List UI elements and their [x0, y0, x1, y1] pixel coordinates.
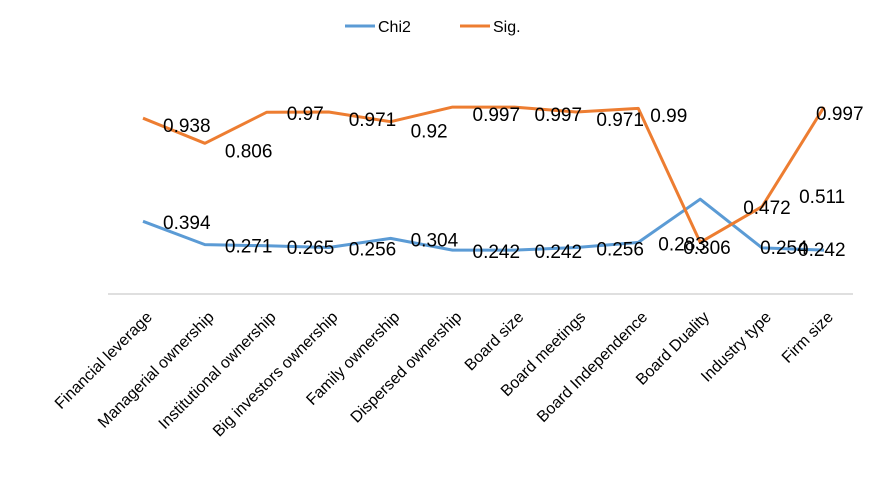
- legend-label-0: Chi2: [378, 19, 411, 36]
- x-tick-label-2: Institutional ownership: [156, 309, 280, 433]
- data-label-chi2-4: 0.304: [411, 230, 459, 251]
- data-label-chi2-3: 0.256: [349, 240, 397, 261]
- data-label-sig-7: 0.971: [596, 110, 644, 131]
- data-label-sig-8: 0.99: [650, 106, 687, 127]
- series-layer: [142, 105, 826, 252]
- series-line-chi2: [142, 197, 825, 252]
- data-label-chi2-11: 0.242: [798, 240, 846, 261]
- data-label-sig-11: 0.997: [816, 104, 864, 125]
- data-labels: 0.394 0.271 0.265 0.256 0.304 0.242 0.242 0.256…: [163, 104, 864, 263]
- data-label-sig-5: 0.997: [473, 105, 521, 126]
- x-tick-label-3: Big investors ownership: [210, 309, 342, 441]
- data-label-chi2-5: 0.242: [473, 242, 521, 263]
- data-label-sig-0: 0.938: [163, 116, 211, 137]
- data-label-chi2-1: 0.271: [225, 237, 273, 258]
- legend: Chi2 Sig.: [345, 19, 521, 36]
- data-label-chi2-0: 0.394: [163, 213, 211, 234]
- x-tick-label-6: Board size: [462, 309, 528, 375]
- data-label-chi2-8: 0.283: [658, 234, 706, 255]
- data-label-chi2-2: 0.265: [287, 238, 335, 259]
- legend-label-1: Sig.: [493, 19, 521, 36]
- series-line-sig: [142, 105, 826, 244]
- x-tick-label-11: Firm size: [779, 309, 837, 367]
- x-tick-label-1: Managerial ownership: [95, 309, 218, 432]
- data-label-chi2-6: 0.242: [535, 242, 583, 263]
- data-label-sig-4: 0.92: [411, 122, 448, 143]
- x-tick-label-5: Dispersed ownership: [348, 309, 466, 427]
- x-tick-label-8: Board Independence: [534, 309, 651, 426]
- data-label-sig-2: 0.97: [287, 104, 324, 125]
- data-label-sig-6: 0.997: [535, 105, 583, 126]
- data-label-sig-1: 0.806: [225, 141, 273, 162]
- data-label-sig-9: 0.472: [743, 198, 791, 219]
- data-label-sig-3: 0.971: [349, 110, 397, 131]
- data-label-chi2-10: 0.254: [760, 238, 808, 259]
- data-label-sig-10: 0.511: [799, 187, 845, 208]
- data-label-chi2-9: 0.306: [683, 238, 731, 259]
- data-label-chi2-7: 0.256: [596, 240, 644, 261]
